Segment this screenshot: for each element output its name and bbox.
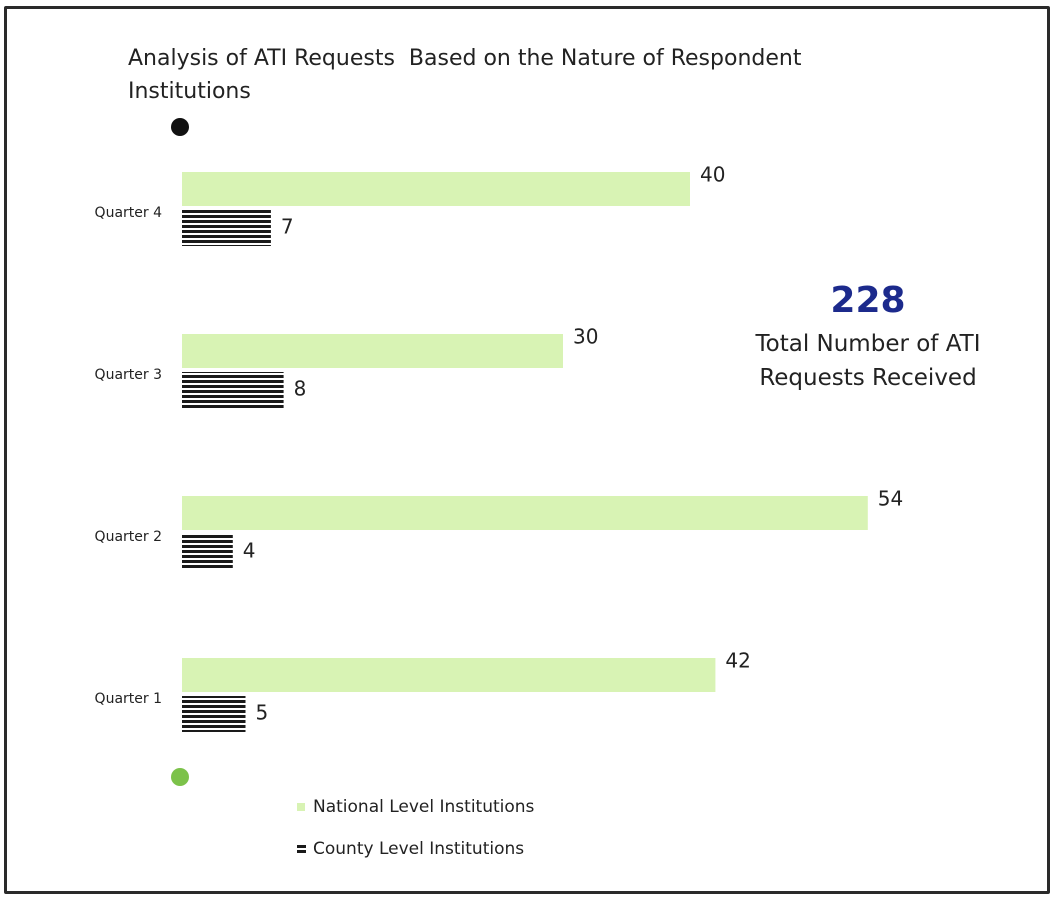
category-label: Quarter 2	[95, 529, 162, 545]
value-label: 5	[256, 701, 269, 725]
category-label: Quarter 4	[95, 205, 163, 221]
value-label: 30	[573, 325, 598, 349]
bar	[182, 658, 716, 692]
chart-title: Analysis of ATI Requests Based on the Na…	[128, 46, 809, 104]
axis-dot-bottom	[171, 768, 189, 786]
legend-label: National Level Institutions	[313, 797, 535, 817]
bar	[182, 334, 563, 368]
legend-label: County Level Institutions	[313, 839, 524, 859]
bar	[182, 696, 246, 732]
value-label: 4	[243, 539, 256, 563]
bar	[182, 372, 284, 408]
legend-marker	[297, 803, 305, 811]
bar	[182, 210, 271, 246]
value-label: 54	[878, 487, 903, 511]
bar	[182, 534, 233, 570]
category-label: Quarter 1	[95, 691, 162, 707]
value-label: 42	[725, 649, 750, 673]
bar	[182, 172, 690, 206]
total-value: 228	[830, 280, 906, 321]
total-label: Total Number of ATI Requests Received	[755, 331, 981, 391]
value-label: 40	[700, 163, 725, 187]
value-label: 8	[294, 377, 307, 401]
legend-marker	[297, 845, 306, 853]
bar	[182, 496, 868, 530]
value-label: 7	[281, 215, 294, 239]
axis-dot-top	[171, 118, 189, 136]
frame	[4, 6, 1050, 894]
category-label: Quarter 3	[95, 367, 162, 383]
